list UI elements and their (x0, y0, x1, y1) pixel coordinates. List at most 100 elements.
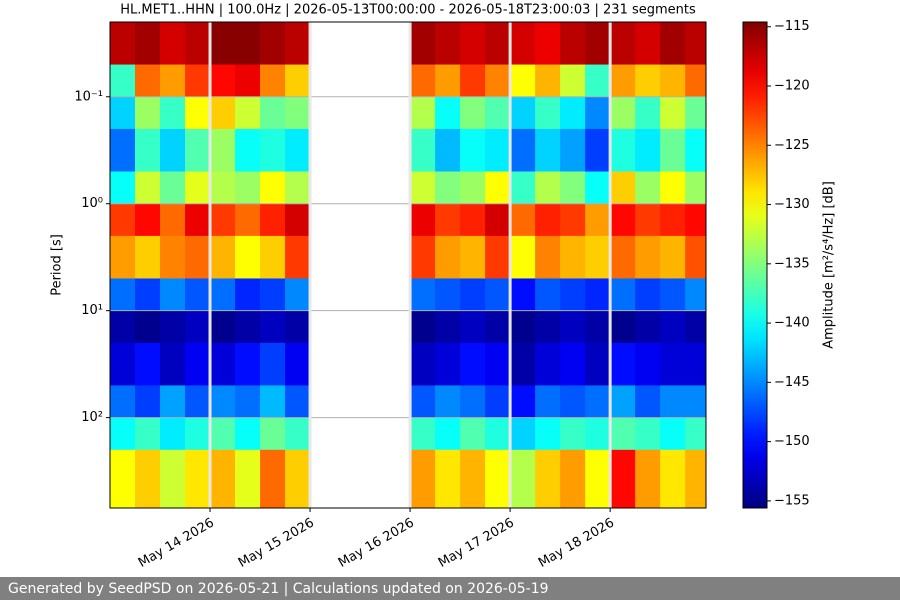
heatmap-cell (235, 171, 261, 205)
heatmap-cell (260, 128, 286, 172)
heatmap-cell (635, 235, 661, 279)
colorbar-tick-label: −155 (774, 493, 810, 508)
heatmap-cell (135, 278, 161, 312)
heatmap-cell (610, 203, 636, 237)
heatmap-cell (235, 278, 261, 312)
heatmap-cell (560, 235, 586, 279)
heatmap-cell (210, 96, 236, 130)
heatmap-cell (660, 64, 686, 98)
heatmap-cell (210, 310, 236, 344)
heatmap-cell (135, 64, 161, 98)
heatmap-cell (410, 171, 436, 205)
heatmap-cell (510, 278, 536, 312)
heatmap-cell (535, 128, 561, 172)
heatmap-cell (560, 128, 586, 172)
heatmap-cell (210, 342, 236, 386)
heatmap-cell (210, 128, 236, 172)
heatmap-cell (510, 96, 536, 130)
heatmap-cell (585, 385, 611, 419)
heatmap-cell (210, 417, 236, 451)
heatmap-cell (260, 64, 286, 98)
heatmap-cell (160, 203, 186, 237)
heatmap-cell (235, 385, 261, 419)
heatmap-cell (185, 203, 211, 237)
heatmap-cell (410, 22, 436, 65)
heatmap-cell (635, 22, 661, 65)
heatmap-cell (585, 203, 611, 237)
heatmap-cell (560, 278, 586, 312)
heatmap-cell (135, 171, 161, 205)
heatmap-cell (235, 22, 261, 65)
heatmap-cell (260, 342, 286, 386)
x-tick-label: May 17 2026 (436, 516, 517, 571)
heatmap-cell (635, 278, 661, 312)
heatmap-cell (160, 449, 186, 509)
heatmap-cell (410, 417, 436, 451)
heatmap-cell (285, 278, 311, 312)
heatmap-cell (235, 203, 261, 237)
heatmap-cell (285, 171, 311, 205)
footer-text: Generated by SeedPSD on 2026-05-21 | Cal… (8, 581, 549, 597)
heatmap-cell (185, 171, 211, 205)
heatmap-cell (685, 278, 707, 312)
heatmap-cell (560, 203, 586, 237)
heatmap-cell (435, 171, 461, 205)
heatmap-cell (560, 342, 586, 386)
heatmap-cell (110, 342, 136, 386)
heatmap-cell (210, 385, 236, 419)
heatmap-cell (585, 64, 611, 98)
heatmap-cell (210, 171, 236, 205)
heatmap-cell (485, 128, 511, 172)
heatmap-cell (485, 96, 511, 130)
heatmap-cell (460, 385, 486, 419)
heatmap-cell (660, 203, 686, 237)
heatmap-cell (185, 385, 211, 419)
heatmap-cell (685, 235, 707, 279)
heatmap-cell (510, 342, 536, 386)
chart-title: HL.MET1..HHN | 100.0Hz | 2026-05-13T00:0… (120, 3, 696, 18)
heatmap-cell (285, 22, 311, 65)
heatmap-cell (510, 235, 536, 279)
heatmap-cell (160, 385, 186, 419)
heatmap-cell (410, 342, 436, 386)
heatmap-cell (135, 385, 161, 419)
heatmap-cell (410, 128, 436, 172)
heatmap-cell (285, 64, 311, 98)
heatmap-cell (485, 310, 511, 344)
x-tick-label: May 16 2026 (336, 516, 417, 571)
heatmap-cell (610, 342, 636, 386)
y-tick-label: 10⁻¹ (74, 89, 103, 104)
colorbar-label: Amplitude [m²/s⁴/Hz] [dB] (822, 181, 837, 349)
heatmap-cell (110, 278, 136, 312)
heatmap-cell (610, 64, 636, 98)
heatmap-cell (685, 203, 707, 237)
heatmap-cell (510, 171, 536, 205)
heatmap-cell (585, 342, 611, 386)
heatmap-cell (535, 310, 561, 344)
heatmap-cell (110, 385, 136, 419)
colorbar-tick-label: −145 (774, 375, 810, 390)
heatmap-cell (485, 417, 511, 451)
y-axis-label: Period [s] (50, 234, 65, 296)
heatmap-cell (635, 171, 661, 205)
heatmap-cell (110, 171, 136, 205)
heatmap-cell (110, 449, 136, 509)
heatmap-cell (460, 417, 486, 451)
heatmap-cell (260, 278, 286, 312)
heatmap-cell (185, 235, 211, 279)
heatmap-cell (635, 417, 661, 451)
heatmap-cell (460, 342, 486, 386)
heatmap-cell (160, 278, 186, 312)
heatmap-cell (460, 128, 486, 172)
heatmap-cell (435, 310, 461, 344)
heatmap-cell (635, 64, 661, 98)
heatmap-cell (635, 342, 661, 386)
heatmap-cell (485, 22, 511, 65)
heatmap-cell (285, 128, 311, 172)
heatmap (110, 22, 707, 509)
heatmap-cell (260, 417, 286, 451)
heatmap-cell (210, 235, 236, 279)
heatmap-cell (185, 128, 211, 172)
heatmap-cell (260, 449, 286, 509)
heatmap-cell (485, 171, 511, 205)
